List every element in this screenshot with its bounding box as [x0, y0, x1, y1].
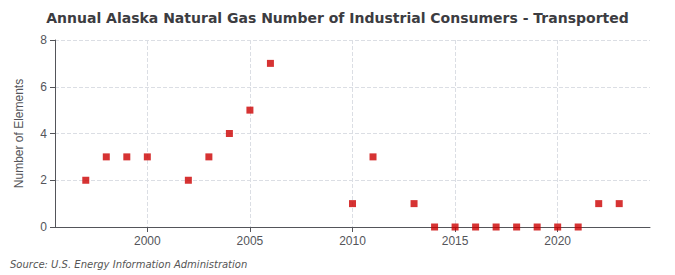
svg-text:2: 2	[40, 173, 47, 187]
svg-text:4: 4	[40, 127, 47, 141]
svg-text:2005: 2005	[237, 234, 264, 248]
svg-text:Source: U.S. Energy Informatio: Source: U.S. Energy Information Administ…	[10, 259, 247, 270]
svg-text:6: 6	[40, 80, 47, 94]
svg-text:8: 8	[40, 33, 47, 47]
svg-text:0: 0	[40, 220, 47, 234]
svg-text:2010: 2010	[339, 234, 366, 248]
svg-text:Annual Alaska Natural Gas Numb: Annual Alaska Natural Gas Number of Indu…	[46, 10, 629, 26]
svg-text:2000: 2000	[134, 234, 161, 248]
svg-text:2015: 2015	[442, 234, 469, 248]
svg-text:Number of Elements: Number of Elements	[12, 79, 26, 188]
svg-text:2020: 2020	[544, 234, 571, 248]
